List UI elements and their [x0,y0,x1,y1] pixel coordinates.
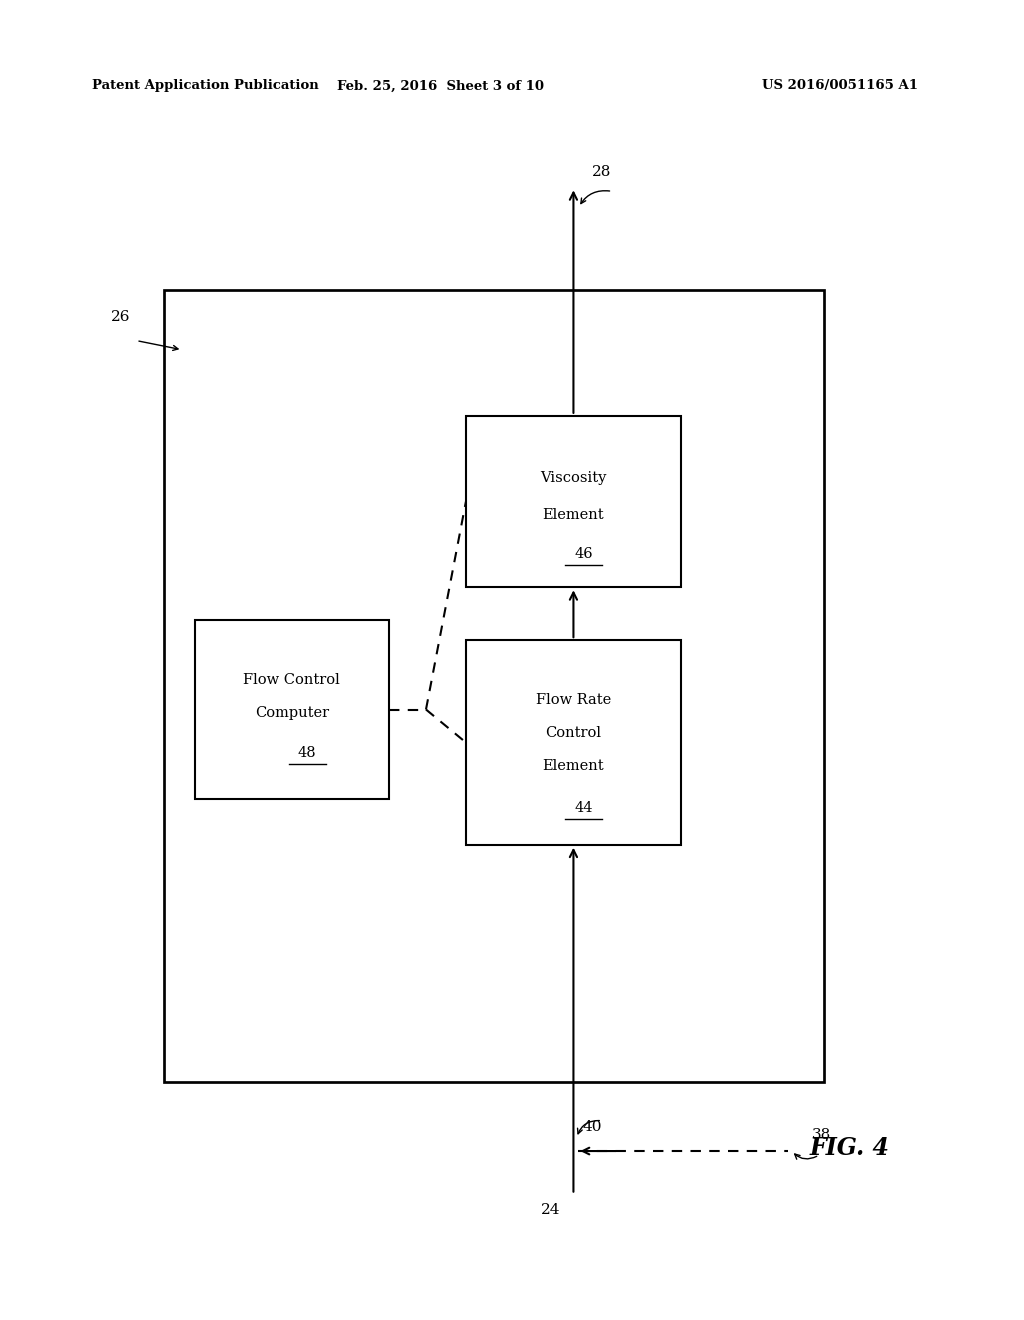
Text: Element: Element [543,759,604,774]
Bar [164,290,824,1082]
Text: Viscosity: Viscosity [541,471,606,484]
Text: US 2016/0051165 A1: US 2016/0051165 A1 [762,79,918,92]
Text: 48: 48 [298,746,316,760]
Text: 38: 38 [812,1129,830,1142]
Text: Control: Control [546,726,601,741]
Text: 46: 46 [574,548,593,561]
Text: 24: 24 [541,1204,561,1217]
Text: Feb. 25, 2016  Sheet 3 of 10: Feb. 25, 2016 Sheet 3 of 10 [337,79,544,92]
Text: Flow Rate: Flow Rate [536,693,611,708]
Text: Patent Application Publication: Patent Application Publication [92,79,318,92]
Text: Flow Control: Flow Control [244,673,340,688]
Bar [466,640,681,845]
Text: 44: 44 [574,801,593,816]
Bar [195,620,389,799]
Text: 40: 40 [582,1121,602,1134]
Text: FIG. 4: FIG. 4 [810,1137,890,1160]
Bar [466,416,681,587]
Text: 26: 26 [111,310,131,323]
Text: Computer: Computer [255,706,329,721]
Text: Element: Element [543,508,604,521]
Text: 28: 28 [593,165,611,178]
